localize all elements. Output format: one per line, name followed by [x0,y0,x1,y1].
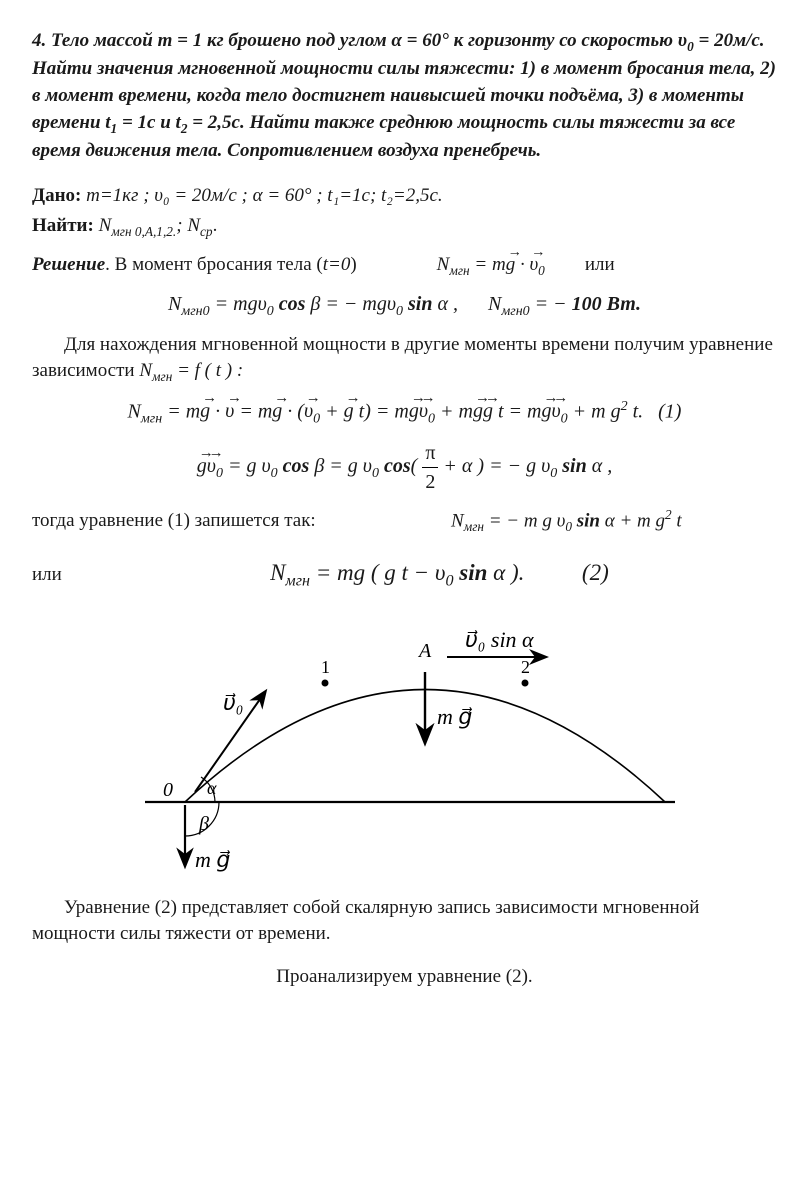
problem-statement: 4. Тело массой m = 1 кг брошено под угло… [32,28,777,165]
svg-text:υ⃗₀: υ⃗₀ [223,690,243,715]
equation-2: Nмгн0 = mgυ0 cos β = − mgυ0 sin α , Nмгн… [32,290,777,322]
row-eq6: или Nмгн = mg ( g t − υ0 sin α ). (2) [32,547,777,603]
svg-text:υ⃗₀ sin α: υ⃗₀ sin α [465,627,534,652]
solution-label: Решение [32,254,105,275]
svg-text:0: 0 [163,779,173,801]
find-n: N [99,215,112,236]
eq1-tail: или [585,252,615,279]
equation-6: Nмгн = mg ( g t − υ0 sin α ). (2) [102,557,777,593]
given-label: Дано: [32,185,81,206]
problem-sub-0: 0 [687,39,694,54]
find-line: Найти: Nмгн 0,A,1,2.; Nср. [32,213,777,241]
find-sub: мгн 0,A,1,2. [111,224,176,239]
svg-text:2: 2 [521,657,530,677]
svg-text:m g⃗: m g⃗ [437,704,473,729]
problem-part-3: = 1с и t [117,112,181,133]
given-values: m=1кг ; υ₀ = 20м/с ; α = 60° ; t₁=1с; t₂… [86,185,443,206]
solution-prefix: Решение. В момент бросания тела (t=0) [32,252,357,279]
paragraph-1: Для нахождения мгновенной мощности в дру… [32,332,777,387]
p1-formula: Nмгн = f ( t ) : [139,360,243,381]
solution-t0: t=0 [323,254,351,275]
equation-3: Nмгн = mg · υ = mg · (υ0 + g t) = mgυ0 +… [32,397,777,429]
solution-line-1: Решение. В момент бросания тела (t=0) Nм… [32,252,777,280]
trajectory-diagram: 0 αβ υ⃗₀ m g⃗ A 1 2 m g⃗ υ⃗₀ sin α [32,617,777,877]
p3: или [32,562,62,589]
find-end: . [213,215,218,236]
diagram-svg: 0 αβ υ⃗₀ m g⃗ A 1 2 m g⃗ υ⃗₀ sin α [125,617,685,877]
eq1-lhs: N [437,254,450,275]
p2a: тогда уравнение (1) запишется так: [32,508,316,535]
solution-text-1c: ) [350,254,356,275]
find-label: Найти: [32,215,94,236]
find-n2: ; N [176,215,200,236]
equation-5: Nмгн = − m g υ0 sin α + m g2 t [356,506,777,537]
svg-text:β: β [198,813,209,835]
svg-text:m g⃗: m g⃗ [195,847,231,872]
equation-4: gυ0 = g υ0 cos β = g υ0 cos( π2 + α ) = … [32,439,777,496]
row-eq5: тогда уравнение (1) запишется так: Nмгн … [32,506,777,537]
svg-text:1: 1 [321,657,330,677]
equation-1: Nмгн = mg · υ0 [437,252,545,280]
solution-text-1a: . В момент бросания тела ( [105,254,323,275]
svg-text:A: A [417,640,432,662]
svg-text:α: α [207,778,217,798]
given-line: Дано: m=1кг ; υ₀ = 20м/с ; α = 60° ; t₁=… [32,183,777,210]
problem-part-1: 4. Тело массой m = 1 кг брошено под угло… [32,30,687,51]
paragraph-4: Уравнение (2) представляет собой скалярн… [32,895,777,948]
paragraph-5: Проанализируем уравнение (2). [32,964,777,991]
given-block: Дано: m=1кг ; υ₀ = 20м/с ; α = 60° ; t₁=… [32,183,777,242]
find-sub2: ср [200,224,213,239]
eq1-lhs-sub: мгн [449,262,469,277]
